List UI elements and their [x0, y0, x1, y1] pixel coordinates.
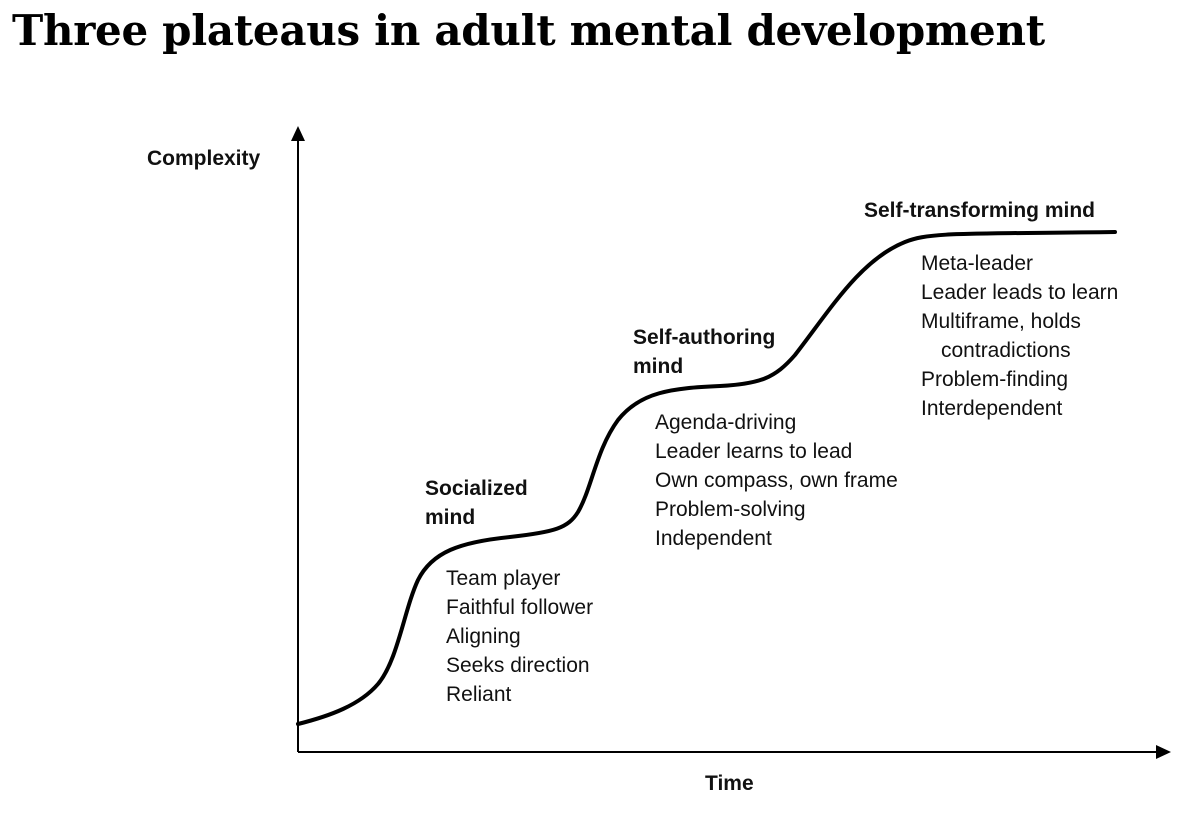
stage-item: Meta-leader — [921, 252, 1034, 275]
development-curve — [296, 230, 1117, 726]
stage-items: Team player Faithful follower Aligning Seek… — [426, 564, 666, 709]
title: Three plateaus in adult mental developme… — [12, 6, 1045, 55]
stage-name: Self-transforming mind — [864, 199, 1096, 222]
stage-item: Team player — [446, 567, 561, 590]
y-arrow — [291, 126, 305, 141]
stage-name: Self-authoring mind — [633, 326, 776, 378]
stage-item: Own compass, own frame — [655, 469, 898, 492]
stage-items: Meta-leader Leader leads to learn Multifra… — [901, 249, 1171, 423]
y-axis-label: Complexity — [147, 147, 261, 170]
stage-item: Leader learns to lead — [655, 440, 853, 463]
stage-item: Reliant — [446, 683, 512, 706]
stage-name: Socialized mind — [425, 477, 528, 529]
x-arrow — [1156, 745, 1171, 759]
stage-item: Aligning — [446, 625, 521, 648]
stage-item: Multiframe, holds contradictions — [921, 310, 1081, 362]
stage-item: Agenda-driving — [655, 411, 797, 434]
stage-items: Agenda-driving Leader learns to lead Own c… — [635, 408, 900, 553]
x-axis-label: Time — [705, 772, 754, 795]
stage-item: Independent — [655, 527, 772, 550]
stage-item: Interdependent — [921, 397, 1063, 420]
stage-item: Leader leads to learn — [921, 281, 1119, 304]
stage-item: Faithful follower — [446, 596, 594, 619]
stage-item: Problem-finding — [921, 368, 1069, 391]
stage-item: Problem-solving — [655, 498, 806, 521]
stage-item: Seeks direction — [446, 654, 590, 677]
